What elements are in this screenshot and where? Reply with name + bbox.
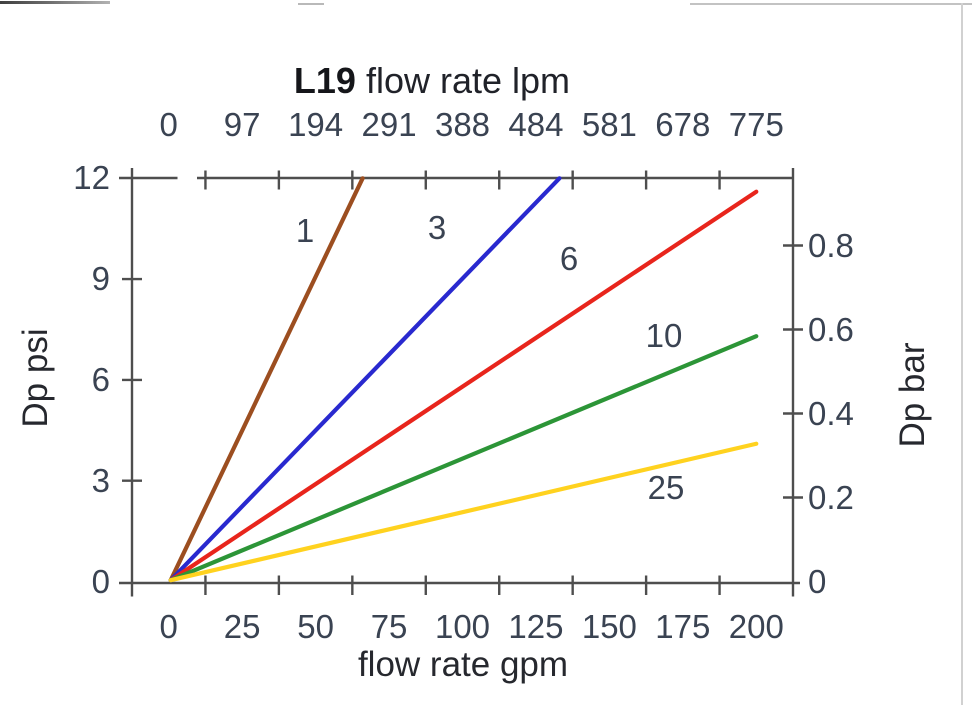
left-axis-title: Dp psi [16, 328, 55, 428]
bottom-tick-label: 50 [297, 608, 334, 645]
series-line-10 [168, 334, 759, 583]
top-tick-label: 194 [288, 106, 344, 143]
bottom-tick-label: 0 [159, 608, 178, 645]
top-tick-label: 775 [728, 106, 784, 143]
series-label-1: 1 [295, 212, 315, 249]
series-label-3: 3 [427, 209, 447, 246]
right-tick-label: 0.4 [808, 394, 854, 432]
bottom-axis-title: flow rate gpm [357, 645, 569, 684]
top-tick-label: 581 [581, 106, 637, 143]
page-border-top-mid [298, 3, 324, 5]
right-axis-title: Dp bar [893, 342, 932, 448]
right-tick-label: 0 [808, 562, 827, 600]
bottom-tick-label: 25 [223, 608, 261, 645]
right-tick-label: 0.8 [808, 226, 854, 264]
top-tick-label: 388 [434, 106, 491, 143]
right-tick-label: 0.6 [808, 310, 854, 348]
bottom-tick-label: 175 [655, 608, 711, 645]
bottom-tick-label: 75 [370, 608, 408, 645]
series-label-6: 6 [559, 240, 579, 277]
left-tick-label: 9 [91, 260, 110, 298]
left-tick-label: 6 [91, 360, 110, 398]
top-tick-label: 678 [655, 106, 711, 143]
bottom-tick-label: 150 [581, 608, 637, 645]
bottom-tick-label: 200 [728, 608, 784, 645]
bottom-tick-label: 100 [434, 608, 491, 645]
page-border-top-left [0, 1, 110, 4]
chart-title: L19 flow rate lpm [132, 60, 732, 102]
top-tick-label: 0 [159, 106, 178, 143]
top-tick-label: 291 [361, 106, 417, 143]
series-line-3 [168, 176, 562, 583]
series-label-10: 10 [645, 317, 683, 354]
page-border-right [961, 3, 963, 705]
chart-title-model: L19 [293, 60, 356, 101]
top-tick-label: 97 [223, 106, 261, 143]
left-tick-label: 3 [91, 461, 110, 499]
bottom-tick-label: 125 [508, 608, 564, 645]
left-tick-label: 12 [73, 159, 110, 197]
top-tick-label: 484 [508, 106, 564, 143]
series-line-25 [168, 441, 759, 583]
series-line-6 [168, 189, 759, 583]
page-border-top-right [690, 3, 972, 5]
top-axis-title: flow rate lpm [365, 60, 571, 101]
series-line-1 [168, 176, 365, 583]
left-tick-label: 0 [91, 562, 110, 600]
right-tick-label: 0.2 [808, 478, 854, 516]
series-label-25: 25 [647, 469, 685, 506]
